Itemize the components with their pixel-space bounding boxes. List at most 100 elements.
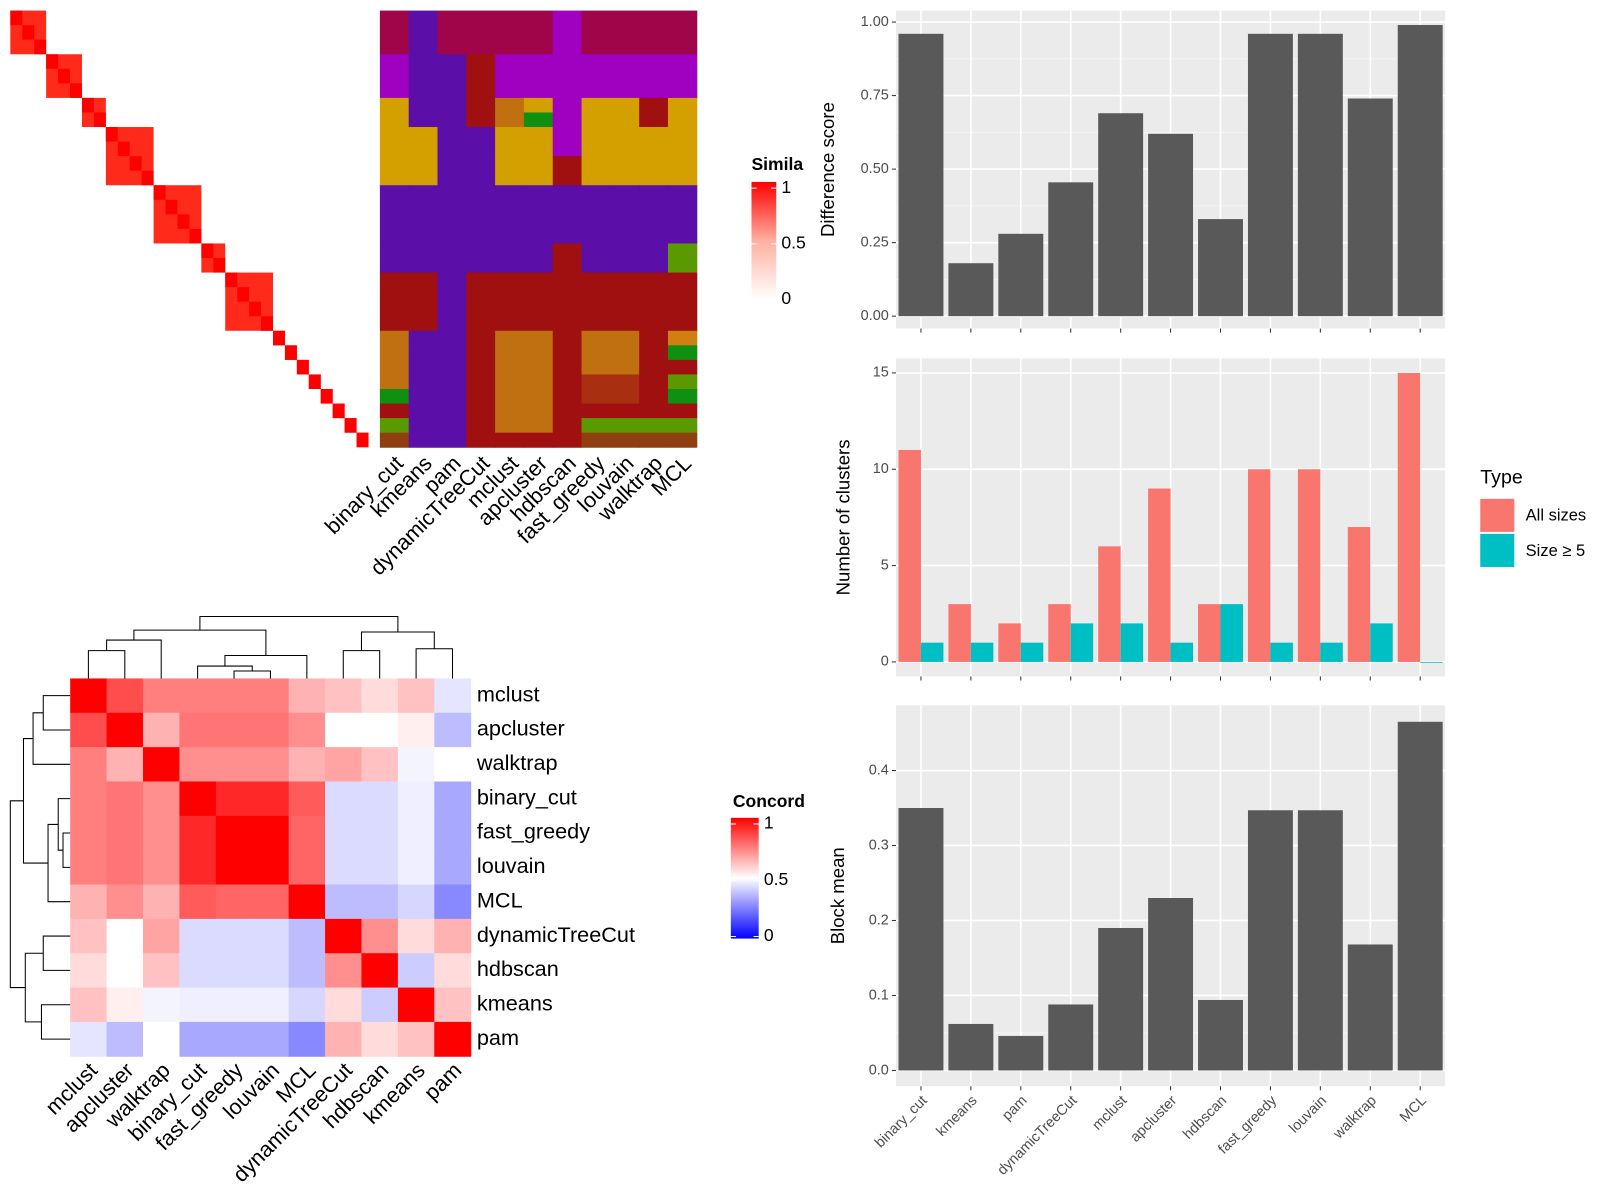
- assignment-cell: [581, 243, 611, 274]
- left-dendrogram: [57, 798, 71, 851]
- legend-tick-label: 1: [764, 813, 774, 833]
- assignment-cell: [466, 330, 496, 346]
- concordance-cell: [434, 747, 472, 783]
- assignment-cell: [408, 97, 439, 113]
- assignment-cell: [523, 403, 554, 419]
- bar: [1148, 133, 1194, 317]
- assignment-cell: [437, 10, 467, 55]
- top-dendrogram: [224, 655, 308, 679]
- assignment-cell: [639, 359, 669, 375]
- concordance-cell: [70, 953, 108, 989]
- assignment-cell: [639, 403, 669, 419]
- assignment-cell: [495, 403, 525, 419]
- assignment-cell: [639, 330, 669, 346]
- assignment-cell: [610, 243, 640, 274]
- bar: [998, 1035, 1044, 1071]
- assignment-cell: [581, 330, 611, 346]
- concordance-cell: [106, 747, 144, 783]
- assignment-cell: [437, 185, 467, 244]
- concordance-cell: [215, 987, 253, 1023]
- assignment-cell: [379, 403, 410, 419]
- assignment-cell: [495, 330, 525, 346]
- assignment-cell: [437, 418, 467, 434]
- top-dendrogram: [360, 631, 435, 651]
- assignment-cell: [667, 185, 698, 244]
- concordance-cell: [325, 815, 362, 851]
- assignment-cell: [610, 156, 640, 186]
- assignment-cell: [667, 10, 698, 55]
- bar: [1098, 113, 1144, 317]
- assignment-cell: [523, 185, 554, 244]
- concordance-cell: [252, 678, 290, 714]
- concordance-cell: [434, 712, 472, 748]
- assignment-cell: [523, 54, 554, 99]
- legend-tick-label: 0.5: [781, 233, 806, 253]
- concordance-cell: [397, 781, 435, 817]
- concordance-cell: [397, 918, 435, 954]
- assignment-cell: [523, 359, 554, 375]
- assignment-cell: [437, 97, 467, 113]
- x-tick-label: apcluster: [1127, 1093, 1180, 1146]
- concordance-cell: [215, 815, 253, 851]
- concordance-cell: [361, 953, 399, 989]
- assignment-cell: [667, 359, 698, 375]
- assignment-cell: [523, 345, 554, 361]
- assignment-cell: [437, 243, 467, 274]
- concordance-cell: [143, 712, 180, 748]
- assignment-cell: [437, 156, 467, 186]
- assignment-cell: [437, 389, 467, 405]
- y-tick-label: 0.50: [861, 161, 889, 177]
- x-tick-label: MCL: [1397, 1093, 1430, 1126]
- assignment-cell: [667, 127, 698, 157]
- concordance-cell: [106, 918, 144, 954]
- concordance-cell: [434, 1021, 472, 1057]
- legend-key: [1480, 533, 1515, 567]
- bar: [1347, 98, 1393, 317]
- bar: [1347, 944, 1393, 1071]
- concordance-cell: [215, 678, 253, 714]
- similarity-cell: [308, 374, 321, 390]
- assignment-cell: [495, 243, 525, 274]
- bar: [1320, 642, 1343, 662]
- concordance-cell: [361, 747, 399, 783]
- concordance-cell: [106, 678, 144, 714]
- similarity-cell: [58, 68, 71, 84]
- assignment-cell: [408, 418, 439, 434]
- assignment-cell: [466, 243, 496, 274]
- left-dendrogram: [32, 712, 71, 765]
- assignment-cell: [523, 10, 554, 55]
- similarity-cell: [237, 287, 250, 302]
- assignment-cell: [466, 359, 496, 375]
- assignment-cell: [379, 156, 410, 186]
- legend-label: Size ≥ 5: [1526, 542, 1586, 560]
- concordance-cell: [361, 815, 399, 851]
- assignment-cell: [610, 185, 640, 244]
- y-axis-title: Block mean: [827, 847, 848, 944]
- row-label: fast_greedy: [477, 819, 590, 844]
- assignment-cell: [408, 345, 439, 361]
- assignment-cell: [408, 374, 439, 390]
- assignment-cell: [667, 112, 698, 128]
- assignment-cell: [667, 156, 698, 186]
- legend-tick-label: 0.5: [764, 869, 789, 889]
- bar: [1270, 642, 1293, 662]
- concordance-cell: [288, 815, 326, 851]
- concordance-cell: [179, 884, 217, 920]
- y-tick-label: 10: [873, 461, 889, 477]
- concordance-cell: [70, 781, 108, 817]
- concordance-cell: [179, 850, 217, 886]
- assignment-cell: [610, 345, 640, 361]
- concordance-cell: [434, 884, 472, 920]
- y-tick-label: 0.75: [861, 87, 889, 103]
- assignment-cell: [495, 127, 525, 157]
- assignment-cell: [523, 127, 554, 157]
- assignment-cell: [466, 127, 496, 157]
- similarity-cell: [105, 127, 118, 142]
- assignment-cell: [495, 345, 525, 361]
- concordance-cell: [325, 918, 362, 954]
- assignment-cell: [552, 243, 583, 274]
- concordance-cell: [325, 987, 362, 1023]
- legend-tick-label: 0: [764, 925, 774, 945]
- concordance-cell: [288, 953, 326, 989]
- left-dendrogram: [47, 823, 71, 903]
